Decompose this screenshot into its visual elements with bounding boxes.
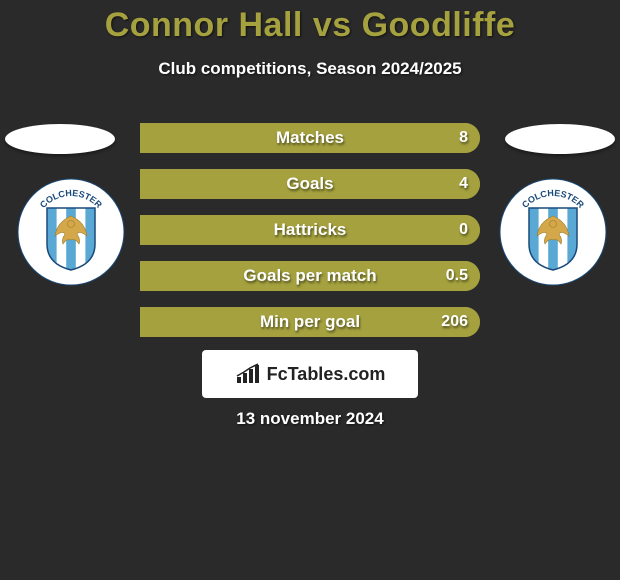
stat-label: Hattricks [274,220,347,240]
stat-label: Matches [276,128,344,148]
stat-value-right: 206 [441,313,468,331]
stat-value-right: 0 [459,221,468,239]
page-title: Connor Hall vs Goodliffe [0,0,620,45]
stat-value-right: 4 [459,175,468,193]
stat-row: Goals 4 [140,169,480,199]
stat-row: Min per goal 206 [140,307,480,337]
player1-photo-placeholder [5,124,115,154]
brand-text: FcTables.com [267,364,386,385]
brand-box[interactable]: FcTables.com [202,350,418,398]
stat-row: Matches 8 [140,123,480,153]
stat-row: Hattricks 0 [140,215,480,245]
chart-icon [235,363,261,385]
stat-label: Min per goal [260,312,360,332]
stat-label: Goals [286,174,333,194]
stat-rows: Matches 8 Goals 4 Hattricks 0 Goals per match 0… [140,123,480,353]
vs-text: vs [313,6,352,44]
player2-club-badge: COLCHESTER UNITED FC [499,178,607,286]
stat-value-right: 8 [459,129,468,147]
stat-label: Goals per match [243,266,376,286]
subtitle: Club competitions, Season 2024/2025 [0,59,620,79]
stat-row: Goals per match 0.5 [140,261,480,291]
stat-value-right: 0.5 [446,267,468,285]
date-text: 13 november 2024 [0,409,620,429]
player1-name: Connor Hall [105,6,303,44]
player2-photo-placeholder [505,124,615,154]
player2-name: Goodliffe [362,6,516,44]
player1-club-badge: COLCHESTER UNITED FC [17,178,125,286]
